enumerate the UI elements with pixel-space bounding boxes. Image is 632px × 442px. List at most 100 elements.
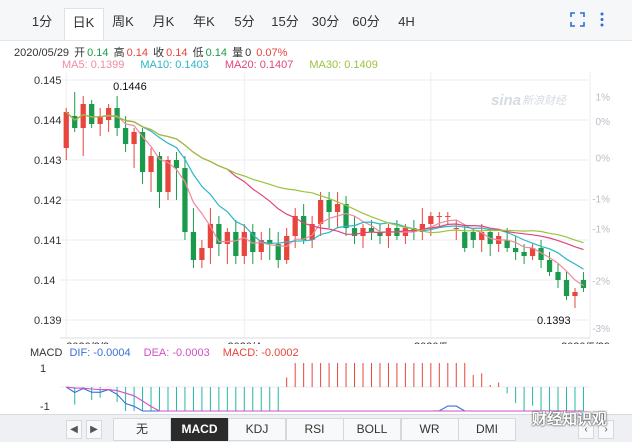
candle-body[interactable] [445,216,451,217]
x-tick-label: 2020/5/29 [561,341,610,344]
candle-body[interactable] [462,232,468,248]
candle-body[interactable] [224,232,230,244]
candle-body[interactable] [122,128,129,144]
candle-body[interactable] [207,224,214,248]
candle-body[interactable] [368,228,375,232]
candle-body[interactable] [165,160,171,192]
macd-y-tick-label: -1 [40,401,50,413]
candle-body[interactable] [360,228,366,236]
candle-body[interactable] [301,216,307,240]
candle-body[interactable] [258,240,264,252]
candle-body[interactable] [504,240,510,248]
arrow-right-icon[interactable]: ▶ [86,420,102,439]
tab-60分[interactable]: 60分 [352,14,380,29]
candle-body[interactable] [250,232,256,252]
candle-body[interactable] [309,224,315,240]
candle-body[interactable] [131,132,137,144]
candle-body[interactable] [580,280,587,288]
x-tick-label: 2020/5 [414,341,448,344]
info-change: 0.07% [256,47,288,59]
x-tick-label: 2020/3/3 [66,341,109,344]
candle-body[interactable] [377,232,383,236]
fullscreen-icon[interactable] [570,12,585,31]
candle-body[interactable] [241,232,247,256]
candle-body[interactable] [97,116,103,124]
candle-body[interactable] [284,236,290,260]
info-date: 2020/05/29 [14,47,70,59]
ma-legend-item: MA5: 0.1399 [62,59,125,71]
candle-body[interactable] [63,112,69,148]
tab-年K[interactable]: 年K [193,14,215,29]
tab-15分[interactable]: 15分 [271,14,299,29]
candle-body[interactable] [275,244,281,260]
candle-body[interactable] [334,204,341,212]
pct-tick-label: -3% [592,324,610,335]
indicator-tab-rsi[interactable]: RSI [285,418,344,441]
candle-body[interactable] [199,248,205,260]
indicator-tab-boll[interactable]: BOLL [343,418,401,441]
svg-text:新浪财经: 新浪财经 [522,94,567,107]
candle-body[interactable] [563,280,570,296]
tab-1分[interactable]: 1分 [31,14,53,29]
tab-5分[interactable]: 5分 [234,14,255,29]
candle-body[interactable] [156,156,163,192]
candle-body[interactable] [479,232,485,240]
candle-body[interactable] [529,248,536,256]
indicator-tab-dmi[interactable]: DMI [458,418,516,441]
candle-body[interactable] [173,160,180,168]
ma5-line [65,111,584,287]
pct-tick-label: 0% [596,117,611,128]
candlestick-chart[interactable]: sina 新浪财经 0.145 0.144 0.143 0.142 0.141 0.14 0… [0,72,632,344]
candle-body[interactable] [317,200,324,224]
tab-日K[interactable]: 日K [63,8,104,40]
candle-body[interactable] [436,216,442,217]
candle-body[interactable] [182,168,188,232]
svg-text:sina: sina [491,92,521,109]
candle-body[interactable] [72,116,78,128]
candle-body[interactable] [512,248,519,252]
candle-body[interactable] [267,240,273,244]
candle-body[interactable] [80,104,86,128]
candle-body[interactable] [351,228,358,236]
info-low: 0.14 [205,47,227,59]
candle-body[interactable] [89,104,95,124]
more-vertical-icon[interactable] [599,12,605,31]
candle-body[interactable] [233,232,239,256]
candle-body[interactable] [148,156,154,172]
candle-body[interactable] [190,232,197,260]
candle-body[interactable] [555,272,561,280]
info-low-label: 低 [192,47,204,59]
indicator-tab-wr[interactable]: WR [400,418,459,441]
candle-body[interactable] [470,232,476,240]
tab-周K[interactable]: 周K [112,14,134,29]
candle-body[interactable] [538,248,544,260]
candle-body[interactable] [106,108,112,120]
candle-body[interactable] [343,204,349,228]
candle-body[interactable] [139,132,146,172]
candle-body[interactable] [114,108,120,128]
info-high: 0.14 [126,47,149,59]
candle-body[interactable] [326,200,332,212]
indicator-tab-kdj[interactable]: KDJ [228,418,286,441]
y-tick-label: 0.139 [34,315,62,327]
candle-body[interactable] [216,224,222,244]
candle-body[interactable] [521,252,527,256]
candle-body[interactable] [546,260,553,272]
candle-body[interactable] [572,292,578,296]
candle-body[interactable] [292,216,298,236]
indicator-tab-无[interactable]: 无 [113,418,171,441]
macd-chart[interactable]: 1 -1 [0,361,632,413]
arrow-left-icon[interactable]: ◀ [66,420,82,439]
indicator-tab-macd[interactable]: MACD [170,418,229,441]
chevron-right-icon[interactable]: › [598,420,614,439]
tab-月K[interactable]: 月K [152,14,175,29]
tab-4H[interactable]: 4H [398,14,415,29]
candle-body[interactable] [453,228,459,229]
candle-body[interactable] [428,216,434,224]
candle-body[interactable] [419,224,425,232]
tab-30分[interactable]: 30分 [311,14,340,29]
chevron-left-icon[interactable]: ‹ [578,420,594,439]
pct-tick-label: 1% [596,92,611,103]
y-tick-label: 0.141 [34,235,62,247]
macd-y-tick-label: 1 [40,363,46,375]
